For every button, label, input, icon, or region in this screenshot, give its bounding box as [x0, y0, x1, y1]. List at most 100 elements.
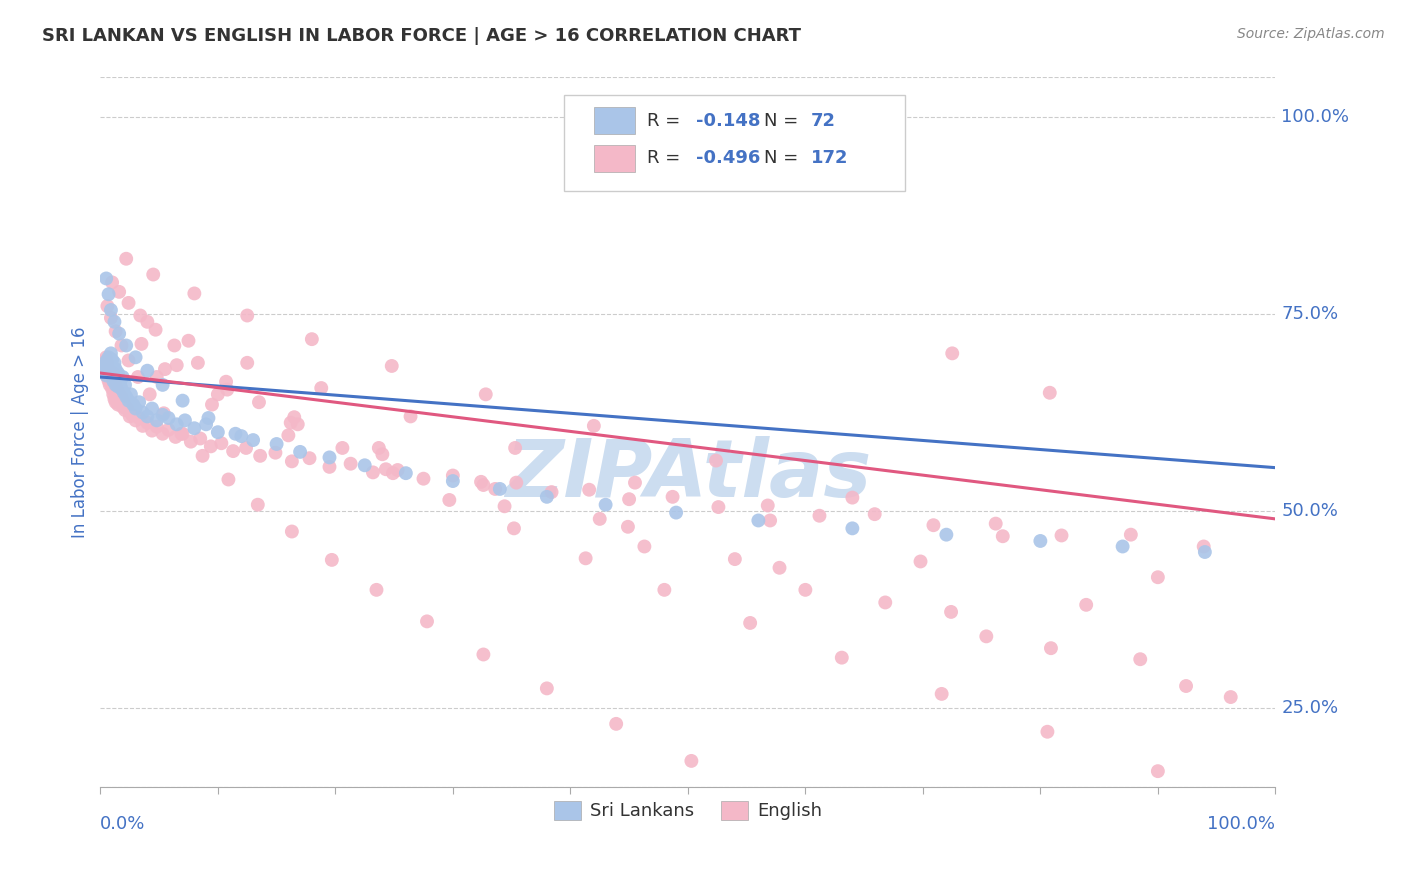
Point [103, 387, 125, 401]
Point [96, 356, 118, 370]
Point [1194, 545, 1216, 559]
Point [768, 561, 790, 575]
Point [661, 490, 683, 504]
Text: N =: N = [765, 112, 804, 129]
Point [381, 466, 404, 480]
Point [96, 370, 118, 384]
Point [112, 385, 135, 400]
Point [96, 271, 118, 285]
Point [794, 582, 817, 597]
Point [180, 434, 202, 449]
Text: ZIPAtlas: ZIPAtlas [505, 436, 870, 514]
Point [166, 417, 188, 432]
Point [105, 368, 128, 383]
Point [1039, 385, 1062, 400]
Point [103, 366, 125, 380]
Point [209, 436, 232, 450]
Point [747, 513, 769, 527]
Point [103, 392, 125, 406]
Point [142, 268, 165, 282]
Point [127, 370, 149, 384]
Point [153, 406, 176, 420]
Point [201, 398, 224, 412]
Point [236, 356, 259, 370]
Point [96, 368, 118, 383]
Point [187, 356, 209, 370]
Point [808, 508, 831, 523]
Point [128, 395, 150, 409]
Text: 50.0%: 50.0% [1281, 502, 1339, 520]
Point [910, 554, 932, 568]
Point [575, 551, 598, 566]
Point [1036, 724, 1059, 739]
Point [96, 354, 118, 368]
Point [412, 472, 434, 486]
Point [321, 553, 343, 567]
Point [96, 356, 118, 370]
Point [136, 416, 159, 430]
Point [654, 582, 676, 597]
Point [831, 650, 853, 665]
Point [183, 421, 205, 435]
Point [104, 324, 127, 338]
Point [366, 582, 388, 597]
Point [103, 356, 125, 370]
FancyBboxPatch shape [564, 95, 905, 191]
Point [536, 490, 558, 504]
Point [984, 516, 1007, 531]
Point [416, 615, 439, 629]
Point [1192, 540, 1215, 554]
Point [136, 364, 159, 378]
Point [231, 429, 253, 443]
Point [157, 423, 180, 437]
Point [470, 475, 492, 489]
Point [115, 252, 138, 266]
Point [494, 500, 516, 514]
Point [207, 387, 229, 401]
Point [107, 384, 129, 399]
Point [374, 462, 396, 476]
Point [474, 387, 496, 401]
Point [759, 513, 782, 527]
Point [93, 354, 115, 368]
Point [441, 468, 464, 483]
Point [191, 449, 214, 463]
Point [540, 485, 562, 500]
Point [624, 475, 647, 490]
Point [1119, 527, 1142, 541]
Point [582, 418, 605, 433]
Point [318, 450, 340, 465]
Point [387, 463, 409, 477]
Point [117, 296, 139, 310]
Point [145, 419, 167, 434]
Point [301, 332, 323, 346]
Point [875, 595, 897, 609]
Point [97, 351, 120, 365]
Point [489, 482, 512, 496]
Point [101, 371, 124, 385]
Text: 25.0%: 25.0% [1281, 699, 1339, 717]
Point [247, 395, 270, 409]
Point [249, 449, 271, 463]
Point [605, 717, 627, 731]
Point [104, 377, 127, 392]
Point [98, 360, 121, 375]
Point [101, 352, 124, 367]
Point [578, 483, 600, 497]
Text: Source: ZipAtlas.com: Source: ZipAtlas.com [1237, 27, 1385, 41]
Point [371, 447, 394, 461]
Point [1219, 690, 1241, 704]
Point [280, 416, 302, 430]
Point [122, 398, 145, 412]
Point [103, 370, 125, 384]
Point [124, 401, 146, 416]
Point [114, 403, 136, 417]
Point [100, 310, 122, 325]
Point [97, 374, 120, 388]
Point [472, 478, 495, 492]
Point [115, 390, 138, 404]
Point [332, 441, 354, 455]
Point [152, 408, 174, 422]
Point [704, 453, 727, 467]
Point [484, 482, 506, 496]
